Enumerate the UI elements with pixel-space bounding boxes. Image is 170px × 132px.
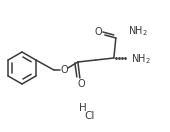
Text: O: O xyxy=(77,79,85,89)
Text: NH$_2$: NH$_2$ xyxy=(128,24,148,38)
Text: O: O xyxy=(94,27,102,37)
Text: H: H xyxy=(79,103,87,113)
Text: O: O xyxy=(60,65,68,75)
Text: NH$_2$: NH$_2$ xyxy=(131,52,151,66)
Text: Cl: Cl xyxy=(85,111,95,121)
